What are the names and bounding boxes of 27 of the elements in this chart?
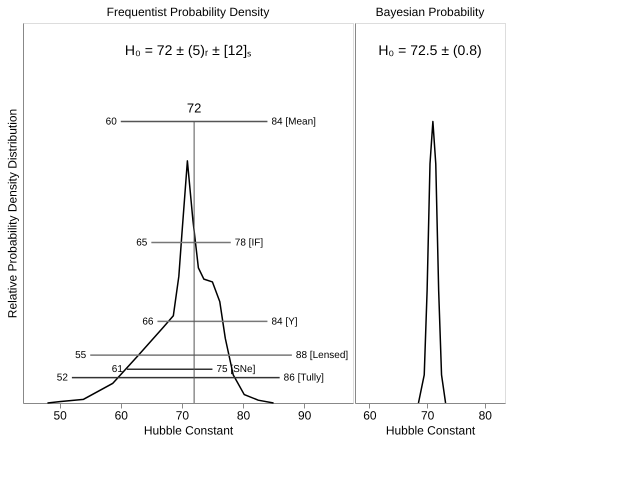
annotation: 66	[142, 316, 154, 328]
y-axis-title: Relative Probability Density Distribution	[6, 108, 20, 318]
x-axis-title: Hubble Constant	[386, 424, 476, 438]
x-tick-label: 50	[53, 408, 68, 422]
annotation: 55	[75, 350, 87, 362]
x-tick-label: 80	[236, 408, 250, 422]
annotation: 52	[56, 372, 68, 384]
chart-title: Frequentist Probability Density	[106, 5, 270, 19]
annotation: 88 [Lensed]	[296, 350, 348, 362]
x-tick-label: 90	[298, 408, 312, 422]
annotation: 65	[136, 238, 148, 249]
annotation: 84 [Y]	[271, 316, 298, 328]
text: H₀ = 72 ± (5)ᵣ ± [12]ₛ	[124, 42, 252, 58]
annotation: 78 [IF]	[234, 238, 264, 249]
x-tick-label: 70	[420, 408, 435, 422]
annotation: 61	[112, 364, 124, 376]
x-tick-label: 60	[363, 408, 377, 422]
x-axis-title: Hubble Constant	[144, 424, 234, 438]
annotation: 84 [Mean]	[271, 116, 316, 128]
chart-title: Bayesian Probability	[376, 5, 484, 19]
text: H₀ = 72.5 ± (0.8)	[378, 42, 482, 58]
x-tick-label: 60	[114, 408, 128, 422]
annotation: 86 [Tully]	[284, 372, 324, 384]
x-tick-label: 80	[478, 408, 492, 422]
ref-line-label: 72	[186, 100, 202, 116]
x-tick-label: 70	[176, 408, 190, 422]
annotation: 60	[106, 116, 118, 128]
